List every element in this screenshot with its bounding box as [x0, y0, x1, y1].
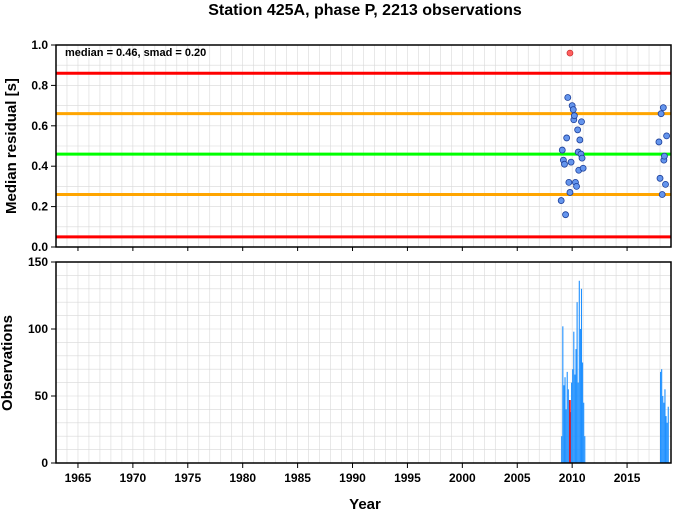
x-tick-label: 1980: [229, 471, 256, 485]
observations-panel: 0 50 100 150 1965 1970 1975 1980 1985 1990 1995 200…: [28, 255, 672, 485]
histogram-bar: [561, 436, 563, 463]
data-point: [570, 112, 578, 120]
histogram-bar: [664, 389, 666, 463]
histogram-bar: [661, 369, 663, 463]
histogram-bar: [574, 374, 576, 463]
histogram-bar: [660, 371, 662, 463]
histogram-bar: [667, 406, 669, 463]
y-tick-label: 1.0: [31, 38, 48, 52]
y-tick-label: 0.8: [31, 78, 48, 92]
histogram-bar: [564, 377, 566, 463]
data-point: [662, 180, 669, 188]
histogram-bar: [563, 385, 565, 463]
data-point: [578, 118, 585, 126]
y-tick-label: 150: [28, 255, 48, 269]
median-annotation: median = 0.46, smad = 0.20: [65, 47, 206, 59]
residual-panel: 0.0 0.2 0.4 0.6 0.8 1.0: [31, 38, 672, 254]
data-point: [562, 211, 569, 219]
data-point: [574, 126, 582, 134]
histogram-bar: [571, 382, 573, 463]
histogram-bar: [566, 371, 568, 463]
data-point: [558, 146, 566, 154]
histogram-bar: [575, 349, 577, 463]
data-point: [663, 132, 671, 140]
histogram-bar: [583, 402, 585, 463]
histogram-bar: [662, 396, 664, 463]
top-y-axis-label: Median residual [s]: [3, 78, 20, 214]
x-tick-label: 2010: [559, 471, 586, 485]
data-point: [656, 174, 664, 182]
histogram-bar: [562, 326, 564, 463]
data-point: [655, 138, 663, 146]
y-tick-label: 0.6: [31, 119, 48, 133]
x-tick-label: 1990: [339, 471, 366, 485]
bottom-plot-frame: [55, 261, 672, 464]
data-point: [658, 191, 666, 198]
histogram-bar: [580, 288, 583, 463]
histogram-bar: [663, 402, 665, 463]
top-plot-frame: [55, 44, 672, 248]
histogram-bar: [576, 302, 578, 463]
histogram-bar: [665, 416, 667, 463]
y-tick-label: 100: [28, 322, 48, 336]
data-point: [566, 189, 574, 196]
y-tick-label: 0.2: [31, 200, 48, 214]
chart-title: Station 425A, phase P, 2213 observations: [208, 2, 522, 19]
data-point: [557, 197, 565, 204]
data-point: [659, 104, 667, 112]
x-tick-label: 1970: [120, 471, 147, 485]
histogram-bar: [565, 409, 567, 463]
data-point: [569, 106, 577, 114]
histogram-bar: [577, 382, 579, 463]
histogram-bar: [567, 389, 569, 463]
x-tick-label: 2005: [504, 471, 531, 485]
data-point: [578, 154, 586, 162]
histogram-bar: [579, 329, 581, 463]
y-tick-label: 0.0: [31, 240, 48, 254]
data-point: [576, 136, 584, 144]
data-point: [567, 158, 575, 166]
histogram-bar: [584, 436, 586, 463]
x-tick-label: 2000: [449, 471, 476, 485]
histogram-bar: [578, 280, 580, 463]
data-point: [657, 110, 665, 118]
y-tick-label: 0: [41, 456, 48, 470]
x-tick-label: 1975: [174, 471, 201, 485]
x-tick-label: 1985: [284, 471, 311, 485]
data-point: [564, 94, 572, 101]
data-point: [563, 134, 571, 142]
y-tick-label: 50: [35, 389, 49, 403]
data-point: [561, 160, 568, 168]
y-tick-label: 0.4: [31, 159, 48, 173]
histogram-bar: [666, 422, 668, 463]
histogram-bar: [582, 362, 584, 463]
histogram-bar: [573, 331, 575, 463]
data-point: [573, 182, 580, 190]
data-point: [579, 164, 587, 172]
data-point: [565, 178, 573, 186]
bottom-y-axis-label: Observations: [0, 315, 16, 411]
data-point: [661, 152, 668, 160]
x-axis-label: Year: [349, 496, 381, 511]
outlier-point: [566, 49, 574, 57]
x-tick-label: 1965: [65, 471, 92, 485]
x-tick-label: 1995: [394, 471, 421, 485]
x-tick-label: 2015: [614, 471, 641, 485]
histogram-bar: [572, 369, 574, 463]
